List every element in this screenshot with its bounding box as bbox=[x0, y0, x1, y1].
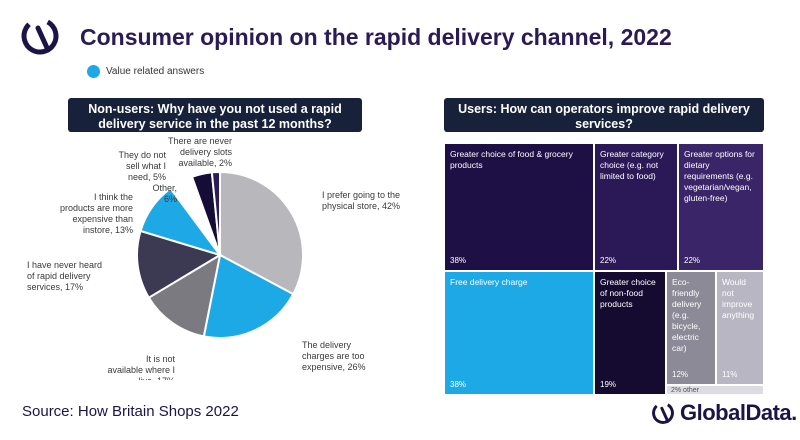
right-panel-heading: Users: How can operators improve rapid d… bbox=[444, 98, 764, 132]
treemap-tile-label: Greater choice of non-food products bbox=[600, 277, 656, 309]
pie-slice-label: I have never heard of rapid delivery servi… bbox=[27, 260, 102, 292]
globaldata-logo-icon bbox=[21, 17, 59, 55]
legend-swatch bbox=[87, 65, 100, 78]
pie-slice-label: There are never delivery slots available, … bbox=[168, 136, 233, 168]
treemap-tile: Greater category choice (e.g. not limite… bbox=[594, 143, 678, 271]
page-title: Consumer opinion on the rapid delivery c… bbox=[80, 24, 672, 50]
treemap-tile-label: Greater choice of food & grocery product… bbox=[450, 149, 573, 170]
pie-slice bbox=[147, 252, 222, 338]
treemap-tile: Free delivery charge 38% bbox=[444, 271, 594, 395]
treemap-tile: Would not improve anything 11% bbox=[716, 271, 764, 385]
legend-label: Value related answers bbox=[106, 66, 205, 77]
pie-slice-label: Other, 6% bbox=[152, 183, 177, 204]
treemap-tile-value: 22% bbox=[600, 256, 617, 265]
pie-slice-label: I prefer going to the physical store, 42% bbox=[322, 190, 400, 211]
legend: Value related answers bbox=[87, 65, 204, 78]
treemap-tile-value: 19% bbox=[600, 380, 617, 389]
treemap-tile: Greater choice of food & grocery product… bbox=[444, 143, 594, 271]
treemap-tile-label: Free delivery charge bbox=[450, 277, 528, 287]
pie-slice bbox=[210, 170, 221, 256]
brand-name: GlobalData. bbox=[680, 400, 797, 425]
treemap-tile-label: Greater options for dietary requirements… bbox=[684, 149, 755, 203]
treemap-tile-label: Would not improve anything bbox=[722, 277, 755, 320]
treemap-tile-value: 22% bbox=[684, 256, 701, 265]
treemap-tile-value: 11% bbox=[722, 370, 738, 379]
treemap-tile: 2% other bbox=[666, 385, 764, 395]
pie-slice bbox=[202, 253, 295, 339]
treemap-tile: Greater choice of non-food products 19% bbox=[594, 271, 666, 395]
treemap-tile-value: 38% bbox=[450, 256, 467, 265]
treemap-tile-label: 2% other bbox=[671, 387, 700, 394]
source-note: Source: How Britain Shops 2022 bbox=[22, 403, 239, 420]
treemap-tile-value: 12% bbox=[672, 370, 689, 379]
treemap-tile: Greater options for dietary requirements… bbox=[678, 143, 764, 271]
treemap-tile-label: Eco-friendly delivery (e.g. bicycle, ele… bbox=[672, 277, 702, 353]
treemap-tile-label: Greater category choice (e.g. not limite… bbox=[600, 149, 664, 181]
pie-slice bbox=[219, 170, 304, 296]
pie-slice bbox=[136, 229, 223, 300]
pie-slice-label: I think the products are more expensive th… bbox=[60, 192, 133, 235]
globaldata-logo-icon bbox=[652, 402, 674, 424]
treemap-chart: Greater choice of food & grocery product… bbox=[444, 143, 764, 395]
pie-slice-label: The delivery charges are too expensive, 26… bbox=[302, 340, 366, 372]
left-panel-heading: Non-users: Why have you not used a rapid… bbox=[68, 98, 362, 132]
pie-chart: I prefer going to the physical store, 42%… bbox=[27, 136, 400, 380]
brand-logo: GlobalData. bbox=[650, 400, 797, 426]
treemap-tile: Eco-friendly delivery (e.g. bicycle, ele… bbox=[666, 271, 716, 385]
treemap-tile-value: 38% bbox=[450, 380, 467, 389]
